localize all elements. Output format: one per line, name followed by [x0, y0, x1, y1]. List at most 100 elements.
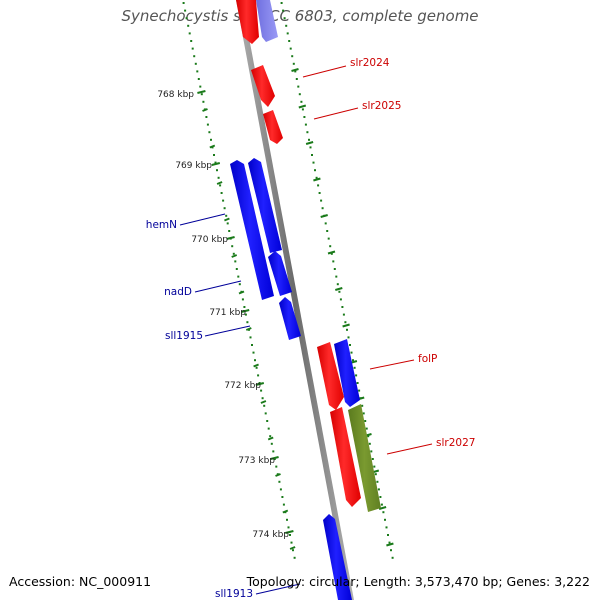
- left-track-dot: [272, 450, 275, 453]
- right-track-dot: [376, 480, 379, 483]
- right-track-dot: [373, 465, 376, 468]
- major-tick-left: [255, 382, 265, 386]
- tick-label-770: 770 kbp: [191, 235, 228, 245]
- right-track-dot: [379, 496, 382, 498]
- right-track-dot: [338, 290, 341, 293]
- right-track-dot: [347, 336, 350, 339]
- gene-sll1913[interactable]: [323, 514, 352, 600]
- major-tick-left: [226, 236, 235, 240]
- left-track-dot: [206, 123, 209, 126]
- label-folP[interactable]: folP: [418, 353, 437, 365]
- gene-folP-reverse[interactable]: [334, 339, 360, 407]
- right-track-dot: [335, 275, 338, 278]
- gene-slr2024[interactable]: [251, 65, 275, 107]
- gene-slr2027-rna[interactable]: [348, 404, 381, 512]
- right-track-dot: [297, 85, 300, 88]
- label-sll1913[interactable]: sll1913: [215, 588, 253, 600]
- right-track-dot: [346, 328, 348, 331]
- left-track-dot: [286, 518, 288, 521]
- label-slr2027[interactable]: slr2027: [436, 437, 475, 449]
- right-track-dot: [355, 374, 358, 377]
- right-track-dot: [350, 351, 353, 354]
- gene-folP[interactable]: [317, 342, 344, 410]
- right-track-dot: [370, 450, 373, 453]
- gene-slr2027[interactable]: [330, 407, 361, 507]
- left-track-dot: [241, 298, 244, 301]
- minor-tick-right: [386, 542, 394, 547]
- right-track-dot: [318, 192, 321, 194]
- gene-slr2023[interactable]: [236, 0, 259, 44]
- genome-summary-text: Topology: circular; Length: 3,573,470 bp…: [246, 574, 590, 589]
- gene-hemN[interactable]: [230, 160, 274, 300]
- right-track-dot: [327, 237, 330, 240]
- right-track-dot: [353, 366, 356, 369]
- minor-tick-left: [209, 144, 216, 149]
- left-track-dot: [252, 351, 255, 354]
- left-track-dot: [244, 313, 247, 316]
- left-track-dot: [193, 55, 196, 58]
- right-track-dot: [339, 298, 342, 301]
- leader-hemN: [179, 213, 226, 226]
- minor-tick-right: [327, 250, 336, 255]
- label-slr2024[interactable]: slr2024: [350, 57, 390, 69]
- tick-label-773: 773 kbp: [238, 456, 275, 466]
- minor-tick-right: [378, 506, 387, 510]
- minor-tick-left: [202, 108, 208, 112]
- minor-tick-right: [291, 68, 299, 72]
- left-track-dot: [232, 252, 235, 255]
- right-track-dot: [311, 154, 313, 156]
- gene-slr2025[interactable]: [263, 110, 283, 144]
- gene-sll1915[interactable]: [279, 297, 301, 340]
- left-track-dot: [290, 541, 293, 544]
- left-track-dot: [223, 207, 226, 210]
- right-track-dot: [295, 78, 298, 80]
- right-track-dot: [361, 404, 364, 407]
- left-track-dot: [182, 2, 185, 4]
- label-hemN[interactable]: hemN: [146, 219, 177, 231]
- label-sll1915[interactable]: sll1915: [165, 330, 203, 342]
- tick-label-771: 771 kbp: [209, 308, 246, 318]
- right-track-dot: [365, 427, 368, 430]
- minor-tick-right: [320, 214, 328, 218]
- accession-text: Accession: NC_000911: [9, 574, 152, 589]
- minor-tick-right: [335, 287, 343, 291]
- leader-sll1913: [255, 583, 301, 595]
- right-track-dot: [382, 511, 385, 514]
- right-track-dot: [300, 100, 303, 103]
- right-track-dot: [344, 321, 347, 324]
- left-track-dot: [279, 488, 282, 491]
- right-track-dot: [314, 169, 316, 172]
- left-track-dot: [258, 382, 261, 384]
- left-track-dot: [266, 420, 269, 422]
- minor-tick-left: [253, 363, 259, 368]
- left-track-dot: [267, 427, 270, 430]
- left-track-dot: [219, 184, 222, 187]
- right-track-dot: [342, 313, 345, 316]
- right-track-dot: [374, 473, 377, 476]
- label-slr2025[interactable]: slr2025: [362, 100, 401, 112]
- minor-tick-right: [298, 104, 307, 109]
- gene-slr2023-continuation[interactable]: [256, 0, 278, 42]
- leader-nadD: [194, 280, 242, 293]
- left-track-dot: [269, 435, 272, 438]
- right-track-dot: [387, 534, 389, 536]
- left-track-dot: [278, 480, 281, 483]
- left-track-dot: [264, 412, 267, 415]
- left-track-dot: [273, 458, 276, 460]
- right-track-dot: [306, 131, 309, 134]
- right-track-dot: [330, 252, 333, 255]
- minor-tick-right: [342, 323, 350, 328]
- right-track-dot: [385, 526, 388, 529]
- right-track-dot: [380, 503, 383, 506]
- minor-tick-left: [289, 546, 296, 550]
- right-track-dot: [285, 24, 288, 27]
- right-track-dot: [291, 55, 294, 58]
- major-tick-left: [270, 456, 279, 460]
- label-nadD[interactable]: nadD: [164, 286, 192, 298]
- right-track-dot: [356, 382, 359, 384]
- left-track-dot: [235, 268, 238, 270]
- right-track-dot: [298, 93, 301, 96]
- gene-nadD[interactable]: [268, 251, 292, 296]
- gene-hemN-neighbor[interactable]: [248, 158, 282, 253]
